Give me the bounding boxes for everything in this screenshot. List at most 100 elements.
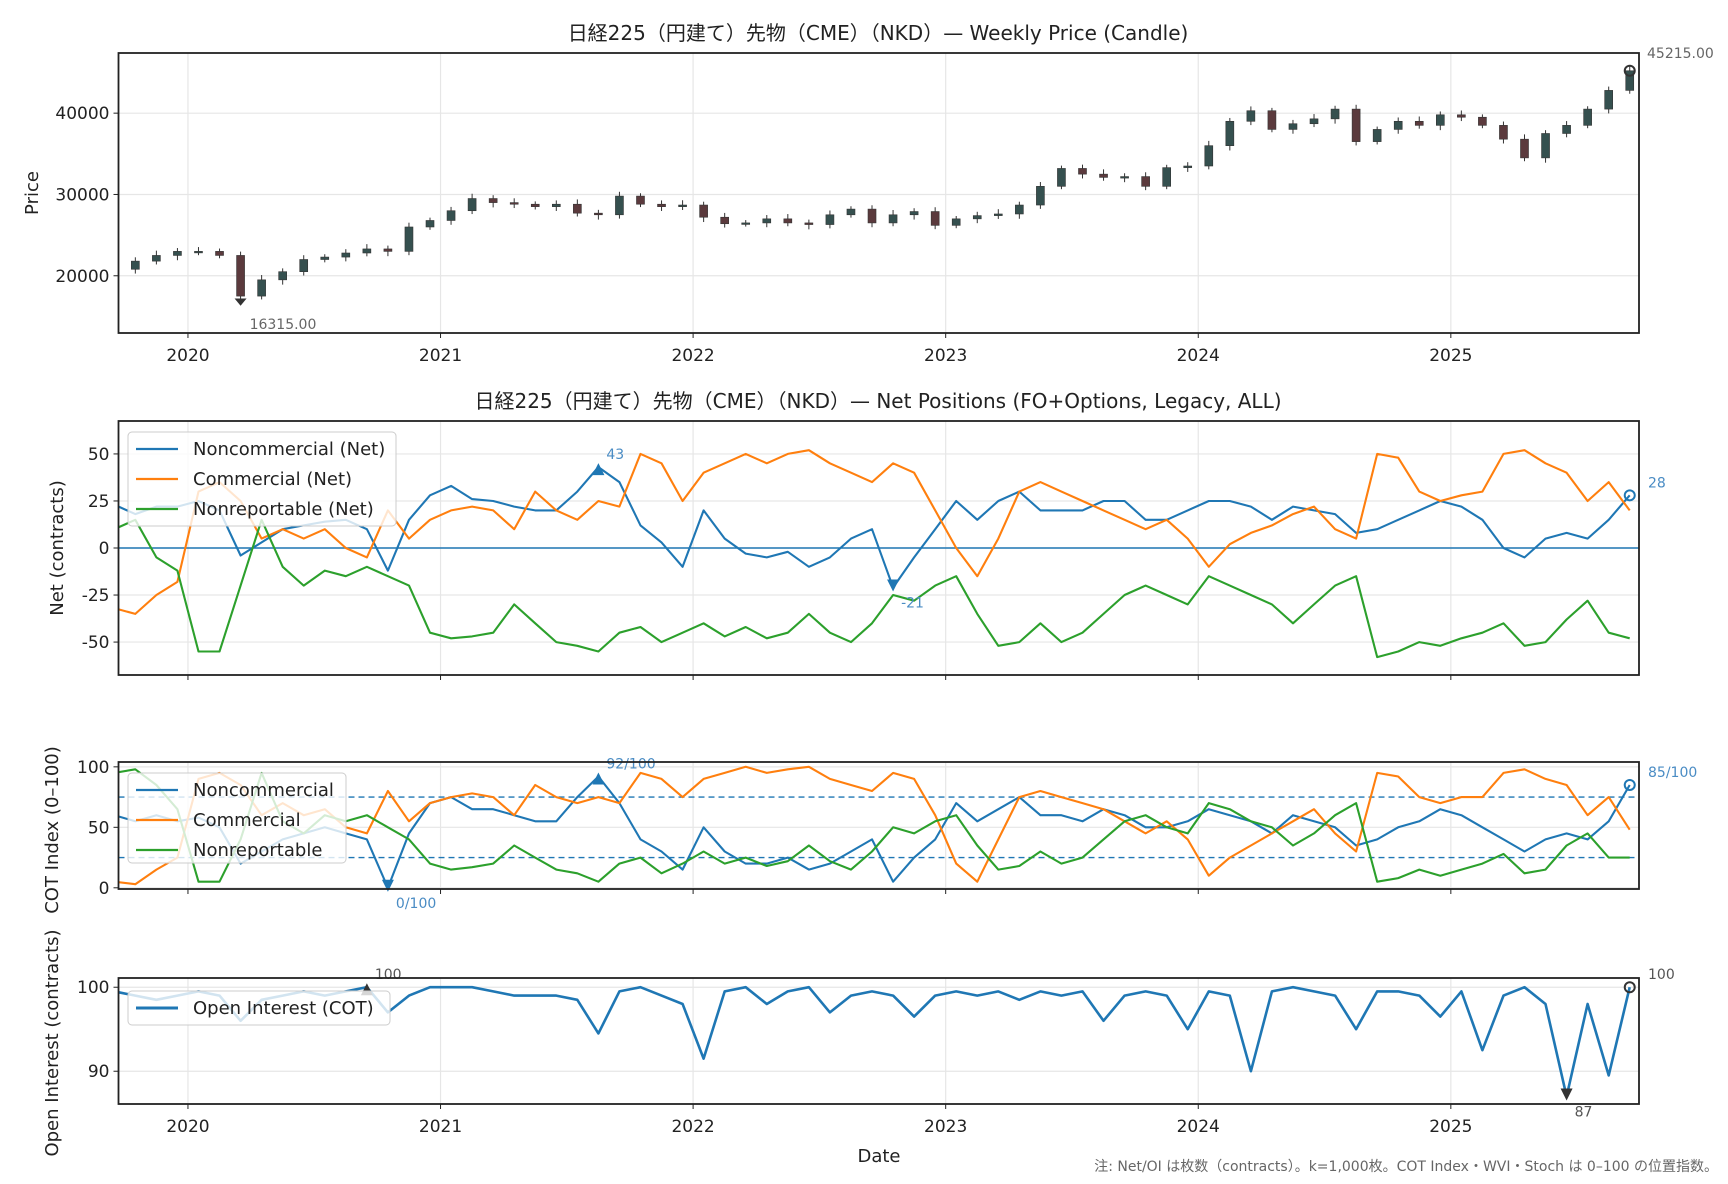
x-tick-label: 2022 — [671, 1117, 714, 1137]
y-tick-label: 30000 — [55, 185, 109, 205]
candle-body — [1309, 118, 1319, 125]
candle-body — [467, 198, 477, 212]
candle-body — [131, 260, 140, 270]
x-tick-label: 2020 — [166, 1117, 209, 1137]
legend-entry: Commercial — [193, 810, 301, 831]
min-marker-triangle-icon — [381, 879, 394, 892]
legend-entry: Nonreportable (Net) — [193, 499, 374, 520]
net-y-label: Net (contracts) — [47, 480, 68, 616]
candle-body — [594, 212, 603, 216]
min-price-label: 16315.00 — [250, 317, 317, 333]
candle-body — [278, 271, 287, 281]
max-marker-triangle-icon — [592, 463, 605, 476]
legend: Noncommercial Commercial Nonreportable — [127, 772, 347, 864]
last-value-label: 85/100 — [1648, 765, 1697, 781]
candle-body — [173, 251, 182, 256]
x-tick-label: 2022 — [671, 346, 714, 366]
max-marker-circle-icon — [1623, 64, 1636, 77]
series-line-commercial — [118, 765, 1631, 886]
max-marker-triangle-icon — [592, 772, 605, 785]
candle-body — [951, 218, 961, 226]
candle-body — [1583, 108, 1592, 126]
series-line-noncommercial — [118, 775, 1631, 889]
y-tick-label: 50 — [88, 445, 110, 465]
x-tick-label: 2024 — [1177, 1117, 1220, 1137]
candle-body — [1604, 90, 1613, 110]
candle-body — [678, 204, 687, 207]
candle-body — [825, 214, 835, 225]
candle-body — [404, 226, 414, 252]
legend-box — [127, 431, 397, 527]
y-tick-label: 20000 — [55, 267, 109, 287]
candle-body — [551, 203, 561, 207]
x-tick-label: 2023 — [924, 1117, 967, 1137]
candle-body — [1057, 168, 1066, 187]
candle-body — [762, 218, 772, 224]
candle-body — [888, 214, 898, 224]
max-price-label: 45215.00 — [1647, 46, 1714, 62]
min-marker-triangle-icon — [887, 579, 900, 592]
candle-body — [1015, 204, 1024, 215]
min-marker-triangle-icon — [1560, 1088, 1573, 1101]
candle-body — [1183, 165, 1193, 168]
candle-body — [488, 198, 498, 203]
min-value-label: 87 — [1575, 1104, 1593, 1120]
price-y-label: Price — [22, 171, 43, 215]
last-marker-circle-icon — [1623, 489, 1636, 502]
candle-body — [1414, 120, 1424, 126]
candle-body — [720, 216, 729, 225]
x-tick-label: 2023 — [924, 346, 967, 366]
candle-body — [1541, 133, 1550, 159]
candle-body — [1078, 168, 1087, 175]
candle-body — [1330, 108, 1340, 120]
candle-body — [699, 204, 708, 218]
candle-body — [1246, 110, 1256, 122]
x-tick-label: 2020 — [166, 346, 209, 366]
candle-body — [362, 248, 372, 254]
candle-body — [509, 202, 519, 205]
x-axis-label: Date — [857, 1146, 900, 1167]
candle-body — [341, 252, 351, 258]
candle-body — [1288, 123, 1298, 130]
min-value-label: 0/100 — [396, 896, 436, 912]
last-marker-circle-icon — [1623, 778, 1636, 791]
candle-body — [1393, 120, 1403, 130]
candle-body — [152, 255, 161, 262]
legend: Noncommercial (Net) Commercial (Net) Nonre… — [127, 431, 397, 527]
candle-body — [573, 203, 582, 214]
candle-body — [1562, 125, 1571, 134]
legend-entry: Nonreportable — [193, 840, 322, 861]
oi-y-label: Open Interest (contracts) — [42, 929, 63, 1156]
candle-body — [1120, 176, 1129, 179]
min-marker-triangle-icon — [234, 298, 247, 306]
series-line-nonreportable-net — [118, 518, 1630, 659]
candle-body — [1351, 108, 1361, 142]
candle-body — [972, 215, 982, 220]
plot-area — [118, 765, 1639, 889]
min-value-label: -21 — [901, 596, 924, 612]
candle-body — [1520, 138, 1529, 159]
y-tick-label: 0 — [99, 539, 110, 559]
candle-body — [1499, 125, 1508, 140]
legend-entry: Open Interest (COT) — [193, 998, 374, 1019]
candle-body — [741, 222, 751, 225]
candle-body — [1225, 120, 1235, 146]
max-value-label: 43 — [606, 447, 624, 463]
y-tick-label: 90 — [88, 1062, 110, 1082]
x-tick-label: 2021 — [419, 346, 462, 366]
candle-body — [446, 210, 456, 221]
cot-index-y-label: COT Index (0–100) — [42, 746, 63, 914]
candle-body — [1457, 114, 1466, 118]
candle-body — [1372, 129, 1382, 142]
candle-body — [909, 211, 919, 216]
candle-body — [236, 255, 245, 297]
candle-body — [118, 268, 119, 272]
candle-body — [1267, 110, 1277, 130]
candle-body — [1436, 114, 1445, 126]
candle-body — [930, 211, 940, 226]
axes-frame — [117, 977, 1640, 1105]
panel-0: 20000 30000 40000 2020 2021 2022 2023 2024 2025 1… — [55, 46, 1713, 366]
panel-2: 0 50 100 92/100 0/100 85/100 Noncommercial Comm… — [77, 757, 1697, 912]
last-marker-circle-icon — [1623, 981, 1636, 994]
